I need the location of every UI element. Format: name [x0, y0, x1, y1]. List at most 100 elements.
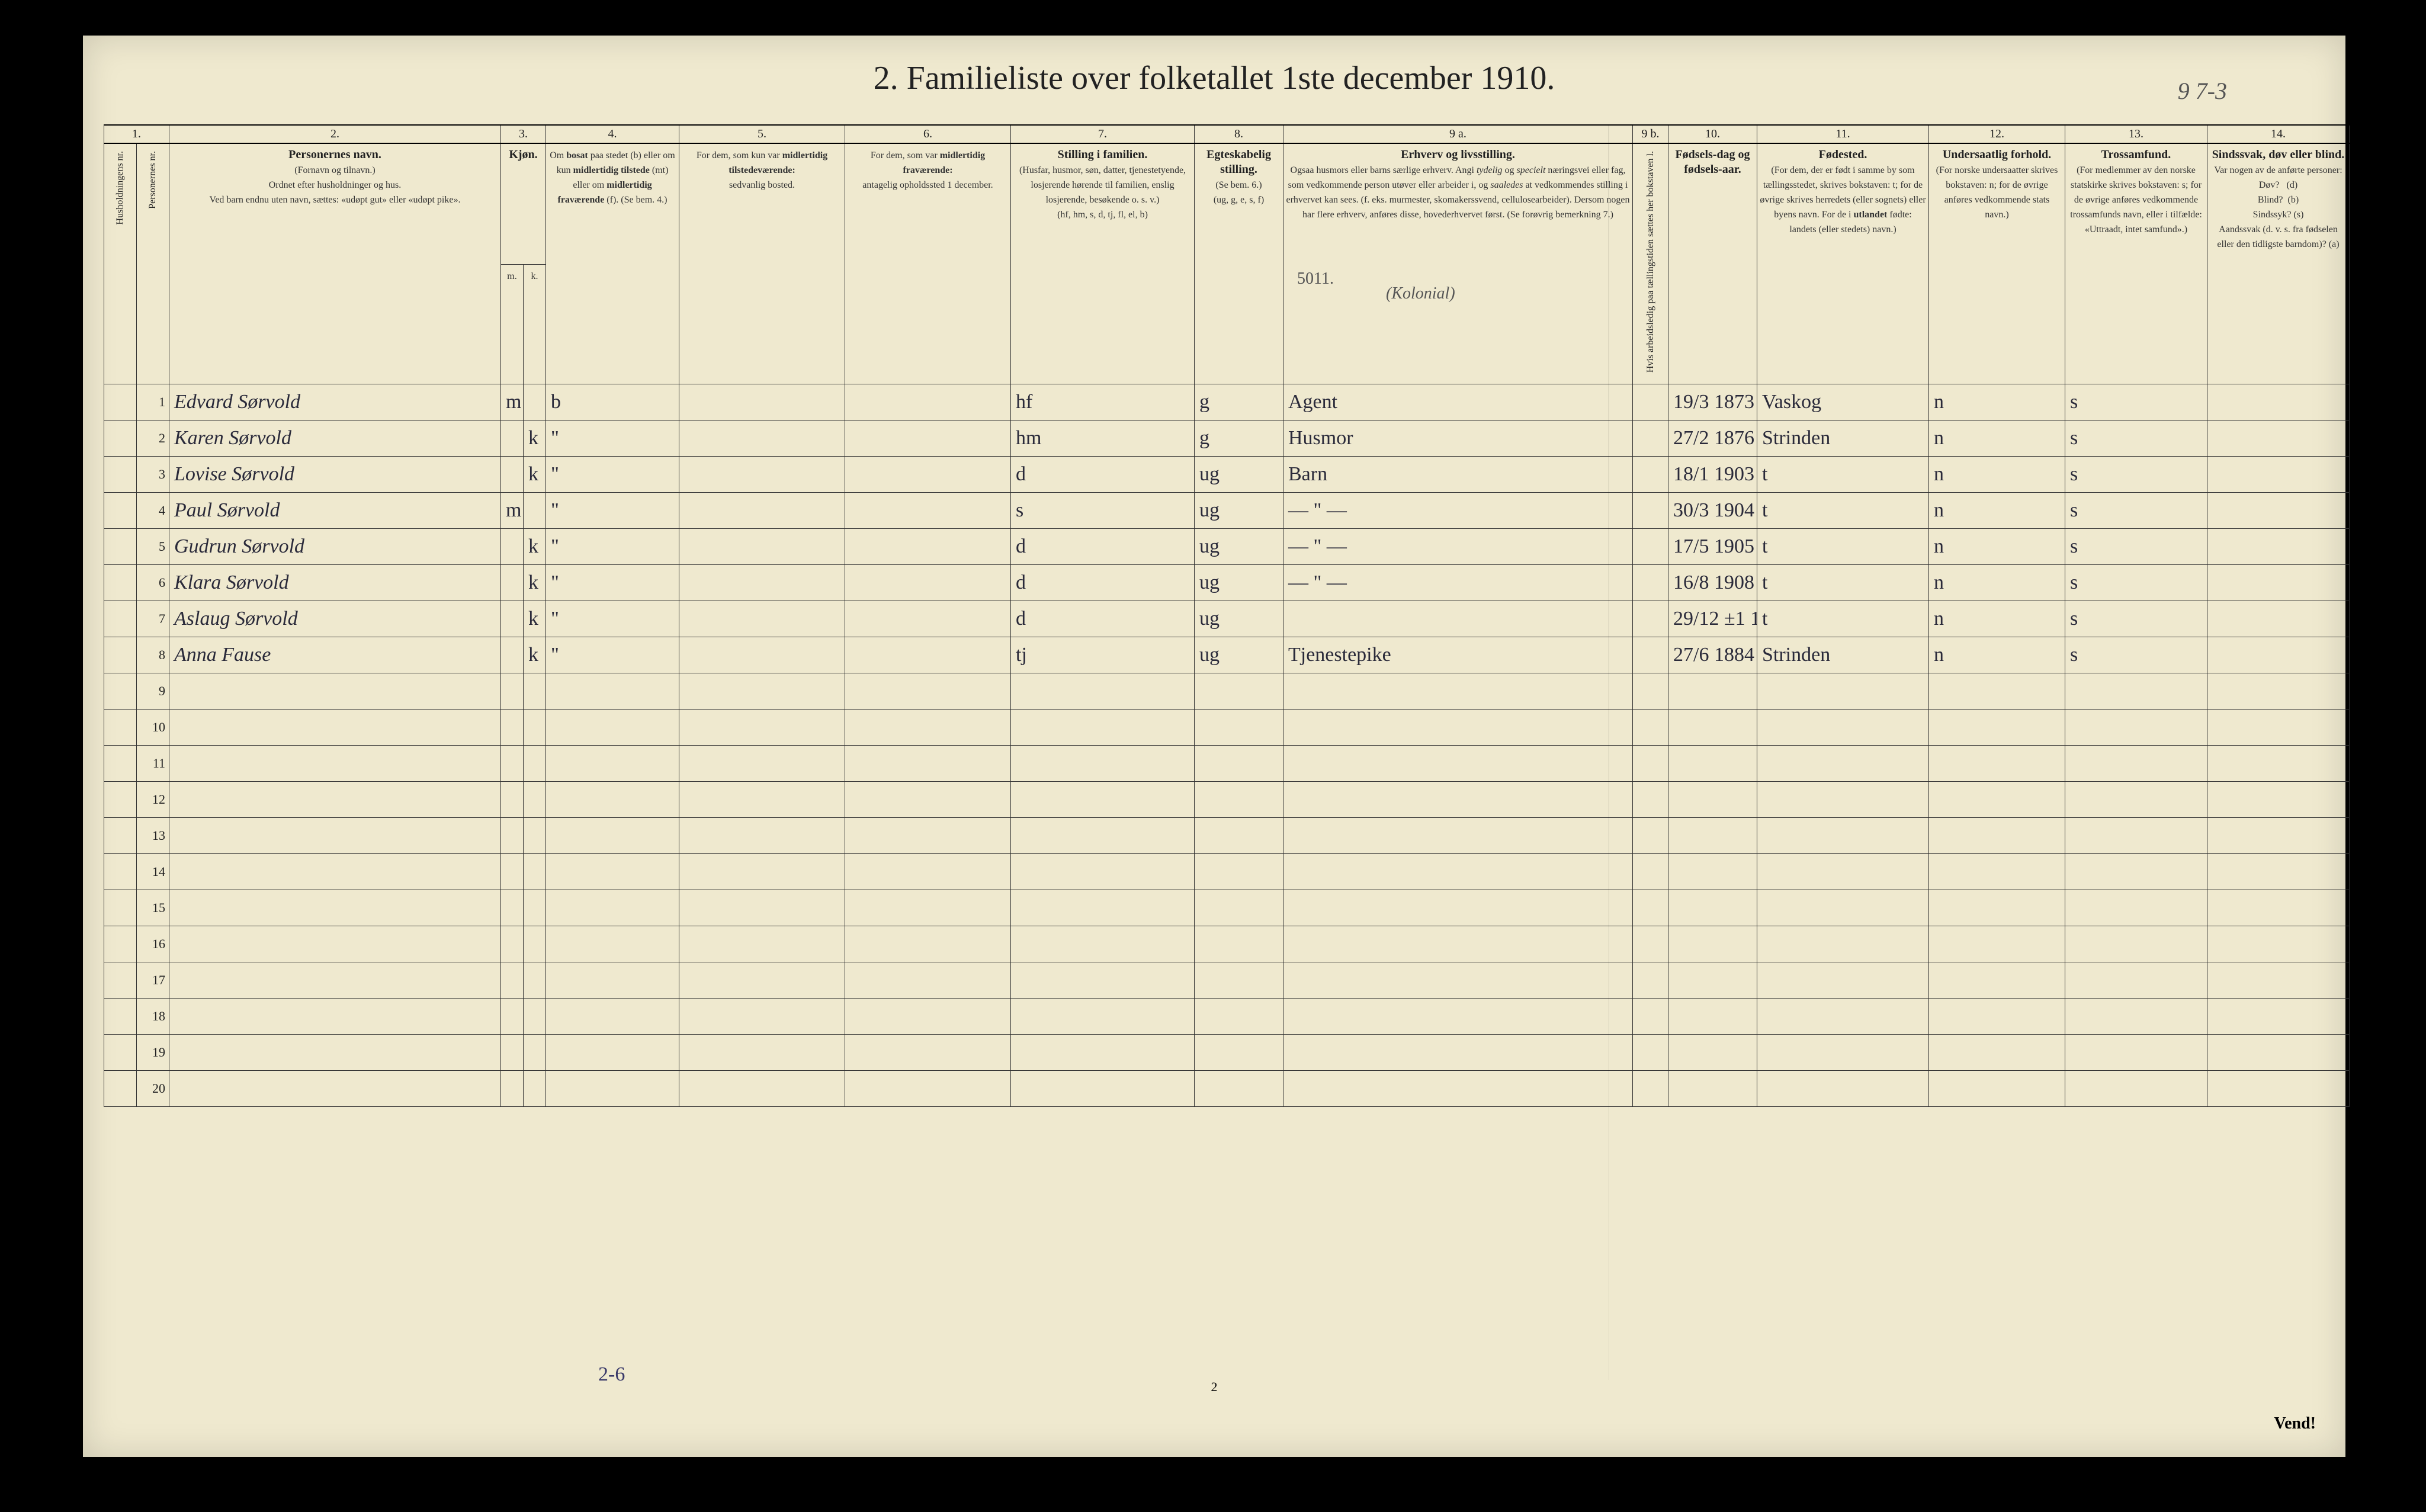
cell: hm: [1011, 420, 1195, 457]
cell: [524, 782, 546, 818]
cell: [1929, 999, 2065, 1035]
cell: [104, 962, 137, 999]
cell: [2065, 854, 2207, 890]
col-header-0: Husholdningens nr.: [104, 143, 137, 384]
cell: t: [1757, 457, 1929, 493]
cell: [2065, 1035, 2207, 1071]
cell: [501, 457, 524, 493]
cell: [679, 493, 845, 529]
cell: [104, 457, 137, 493]
cell: [524, 1071, 546, 1107]
cell: 12: [137, 782, 169, 818]
cell: k: [524, 565, 546, 601]
cell: [524, 999, 546, 1035]
cell: s: [2065, 493, 2207, 529]
cell: [845, 890, 1011, 926]
cell: ug: [1195, 493, 1283, 529]
cell: [2207, 565, 2350, 601]
cell: d: [1011, 565, 1195, 601]
cell: [1195, 746, 1283, 782]
cell: [1633, 962, 1668, 999]
cell: [501, 999, 524, 1035]
cell: [1929, 710, 2065, 746]
cell: 3: [137, 457, 169, 493]
cell: k: [524, 529, 546, 565]
cell: [679, 601, 845, 637]
cell: ug: [1195, 601, 1283, 637]
cell: [1195, 926, 1283, 962]
cell: [679, 420, 845, 457]
cell: 19/3 1873: [1668, 384, 1757, 420]
cell: [1283, 782, 1633, 818]
cell: [1757, 962, 1929, 999]
cell: m: [501, 384, 524, 420]
cell: [1195, 854, 1283, 890]
col-header-2: Personernes navn.(Fornavn og tilnavn.)Or…: [169, 143, 501, 384]
pencil-annotation-top-right: 9 7-3: [2178, 77, 2227, 105]
cell: [2207, 457, 2350, 493]
cell: ": [546, 493, 679, 529]
cell: [2065, 1071, 2207, 1107]
footer-gender-count: 2-6: [598, 1363, 625, 1386]
cell: [501, 710, 524, 746]
cell: [1195, 999, 1283, 1035]
cell: s: [2065, 601, 2207, 637]
cell: [546, 962, 679, 999]
cell: [501, 420, 524, 457]
cell: [1633, 529, 1668, 565]
cell: [104, 890, 137, 926]
cell: Vaskog: [1757, 384, 1929, 420]
cell: [104, 746, 137, 782]
cell: [1757, 926, 1929, 962]
cell: [524, 818, 546, 854]
cell: [501, 1071, 524, 1107]
cell: [845, 710, 1011, 746]
cell: n: [1929, 565, 2065, 601]
cell: 14: [137, 854, 169, 890]
cell: [1011, 890, 1195, 926]
cell: [1929, 962, 2065, 999]
cell: [845, 746, 1011, 782]
cell: [104, 710, 137, 746]
cell: [1668, 746, 1757, 782]
cell: [2065, 962, 2207, 999]
cell: 1: [137, 384, 169, 420]
cell: [501, 673, 524, 710]
cell: hf: [1011, 384, 1195, 420]
cell: [1633, 493, 1668, 529]
cell: [679, 529, 845, 565]
cell: [1283, 818, 1633, 854]
table-row: 14: [104, 854, 2350, 890]
cell: [524, 673, 546, 710]
cell: 10: [137, 710, 169, 746]
cell: [104, 782, 137, 818]
cell: s: [2065, 420, 2207, 457]
cell: [104, 420, 137, 457]
table-row: 4Paul Sørvoldm"sug— " —30/3 1904tns: [104, 493, 2350, 529]
cell: 5: [137, 529, 169, 565]
col-header-1: Personernes nr.: [137, 143, 169, 384]
cell: t: [1757, 529, 1929, 565]
table-body: 1Edvard SørvoldmbhfgAgent19/3 1873Vaskog…: [104, 384, 2350, 1107]
cell: [546, 999, 679, 1035]
col-header-14: Undersaatlig forhold.(For norske undersa…: [1929, 143, 2065, 384]
cell: [845, 782, 1011, 818]
cell: [2065, 890, 2207, 926]
cell: [1283, 926, 1633, 962]
cell: k: [524, 420, 546, 457]
cell: [679, 999, 845, 1035]
table-row: 15: [104, 890, 2350, 926]
cell: [1283, 710, 1633, 746]
cell: [1929, 746, 2065, 782]
cell: [2065, 818, 2207, 854]
cell: n: [1929, 420, 2065, 457]
col-header-12: Fødsels-dag og fødsels-aar.: [1668, 143, 1757, 384]
cell: [501, 854, 524, 890]
page-title: 2. Familieliste over folketallet 1ste de…: [83, 36, 2345, 112]
table-row: 17: [104, 962, 2350, 999]
cell: [2207, 746, 2350, 782]
cell: 18/1 1903: [1668, 457, 1757, 493]
cell: [1668, 890, 1757, 926]
col-header-5: Om bosat paa stedet (b) eller om kun mid…: [546, 143, 679, 384]
cell: [104, 854, 137, 890]
